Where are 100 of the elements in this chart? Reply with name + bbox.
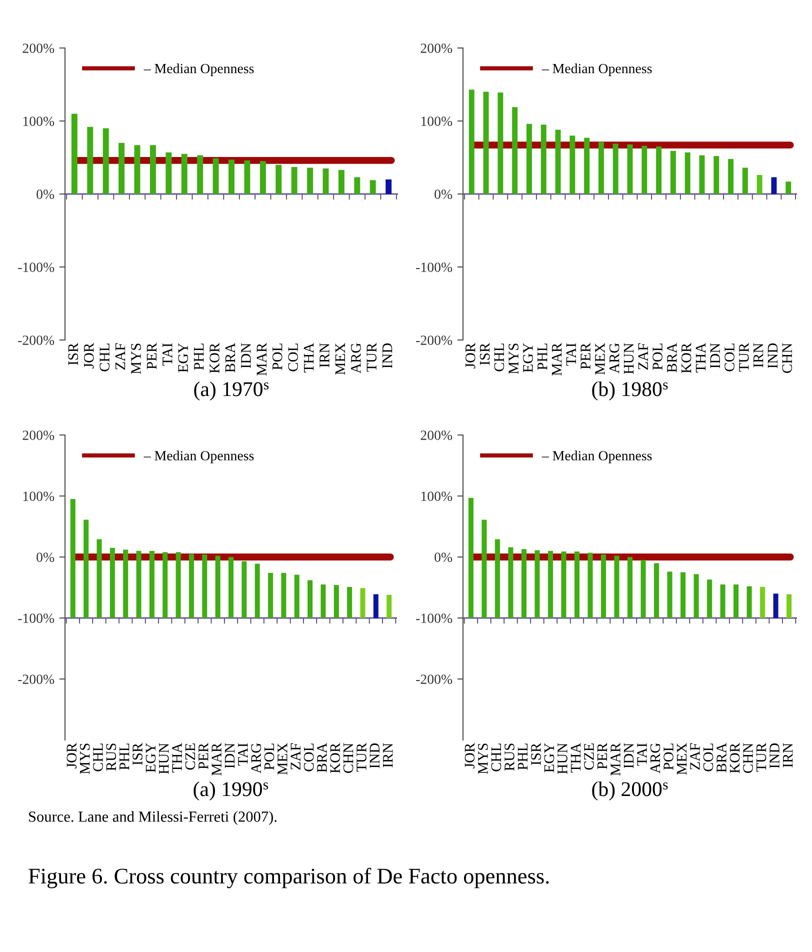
x-tick-label: CHN xyxy=(343,743,354,773)
x-tick-label: RUS xyxy=(504,744,514,771)
x-tick-label: IRN xyxy=(783,743,793,768)
x-tick-label: KOR xyxy=(681,342,692,374)
bar xyxy=(468,498,474,618)
bar xyxy=(614,556,620,618)
y-tick-label: 200% xyxy=(22,430,54,440)
bar xyxy=(612,144,618,194)
x-tick-label: THA xyxy=(172,742,182,772)
x-tick-label: TAI xyxy=(637,743,647,766)
bar xyxy=(150,145,156,194)
bar xyxy=(197,155,204,194)
bar xyxy=(508,547,514,618)
bar xyxy=(308,580,313,618)
y-tick-label: -200% xyxy=(18,674,54,684)
x-tick-label: POL xyxy=(264,744,274,770)
x-tick-label: ZAF xyxy=(290,743,300,770)
x-tick-label: THA xyxy=(304,342,314,372)
x-tick-label: IND xyxy=(370,743,380,768)
x-tick-label: BRA xyxy=(225,342,236,372)
x-tick-label: MYS xyxy=(478,744,488,774)
x-tick-label: IND xyxy=(382,343,392,368)
bar xyxy=(386,179,392,194)
x-tick-label: BRA xyxy=(317,742,327,772)
bar xyxy=(588,552,593,618)
bar xyxy=(570,136,576,194)
bar xyxy=(338,170,344,194)
bar xyxy=(483,92,489,194)
x-tick-label: MAR xyxy=(552,342,562,376)
y-tick-label: 100% xyxy=(23,116,54,126)
x-tick-label: TUR xyxy=(739,342,749,372)
x-tick-label: IRN xyxy=(383,743,393,768)
bar xyxy=(370,180,376,194)
bar xyxy=(320,584,326,618)
x-tick-label: PHL xyxy=(538,344,548,370)
y-tick-label: 100% xyxy=(421,492,452,501)
x-tick-label: ISR xyxy=(480,342,490,365)
x-tick-label: MAR xyxy=(212,742,222,776)
x-tick-label: IDN xyxy=(710,343,720,368)
x-tick-label: HUN xyxy=(159,743,169,774)
x-tick-label: TAI xyxy=(566,343,576,366)
y-tick-label: -200% xyxy=(416,336,452,345)
bar xyxy=(334,585,339,618)
bar xyxy=(215,556,220,618)
bar xyxy=(534,550,540,618)
bar xyxy=(354,177,360,194)
legend-label: – Median Openness xyxy=(542,64,652,76)
x-tick-label: BRA xyxy=(667,342,677,372)
x-tick-label: CHN xyxy=(782,343,792,373)
bar xyxy=(742,168,748,194)
bar xyxy=(512,107,518,194)
bar xyxy=(322,168,329,194)
bar xyxy=(498,92,504,194)
x-tick-label: EGY xyxy=(178,343,188,372)
bar xyxy=(360,588,366,618)
bar xyxy=(548,550,553,618)
x-tick-label: PER xyxy=(597,742,607,770)
bar xyxy=(84,520,89,618)
legend-label: – Median Openness xyxy=(144,450,254,464)
bar xyxy=(202,554,208,618)
y-tick-label: 200% xyxy=(420,44,452,53)
x-tick-label: MEX xyxy=(335,343,345,375)
bar xyxy=(684,152,690,194)
x-tick-label: RUS xyxy=(106,744,116,771)
x-axis-title: (b) 2000$^{s}$ xyxy=(592,782,668,800)
bar xyxy=(734,584,739,618)
bar xyxy=(786,182,792,194)
x-tick-label: PER xyxy=(198,742,208,770)
x-tick-label: JOR xyxy=(464,742,475,768)
bar xyxy=(760,586,766,618)
x-tick-label: JOR xyxy=(84,342,94,368)
x-tick-label: TUR xyxy=(366,342,377,372)
x-tick-label: CZE xyxy=(584,744,594,770)
bar xyxy=(680,572,686,618)
bar xyxy=(786,594,792,618)
source-note: Source. Lane and Milessi-Ferreti (2007). xyxy=(29,811,276,825)
y-tick-label: 0% xyxy=(36,552,54,562)
bar xyxy=(149,550,154,618)
bar xyxy=(188,554,194,618)
bar xyxy=(162,552,168,618)
bar xyxy=(166,152,172,194)
bar xyxy=(584,138,590,194)
bar xyxy=(555,130,561,194)
x-tick-label: ISR xyxy=(68,342,78,365)
x-tick-label: ISR xyxy=(132,742,142,765)
bar xyxy=(746,586,752,618)
x-tick-label: MEX xyxy=(278,743,288,775)
bar xyxy=(526,124,532,194)
x-tick-label: CHN xyxy=(743,743,753,773)
bar xyxy=(598,142,604,194)
x-tick-label: KOR xyxy=(210,342,220,374)
bar xyxy=(244,160,250,194)
y-tick-label: 0% xyxy=(434,190,452,199)
x-tick-label: HUN xyxy=(624,343,634,374)
x-tick-label: TAI xyxy=(238,743,248,766)
x-tick-label: ZAF xyxy=(638,343,648,370)
x-tick-label: CHL xyxy=(100,344,110,372)
y-tick-label: -200% xyxy=(18,336,54,345)
bar xyxy=(494,539,500,618)
x-tick-label: TUR xyxy=(756,742,766,772)
